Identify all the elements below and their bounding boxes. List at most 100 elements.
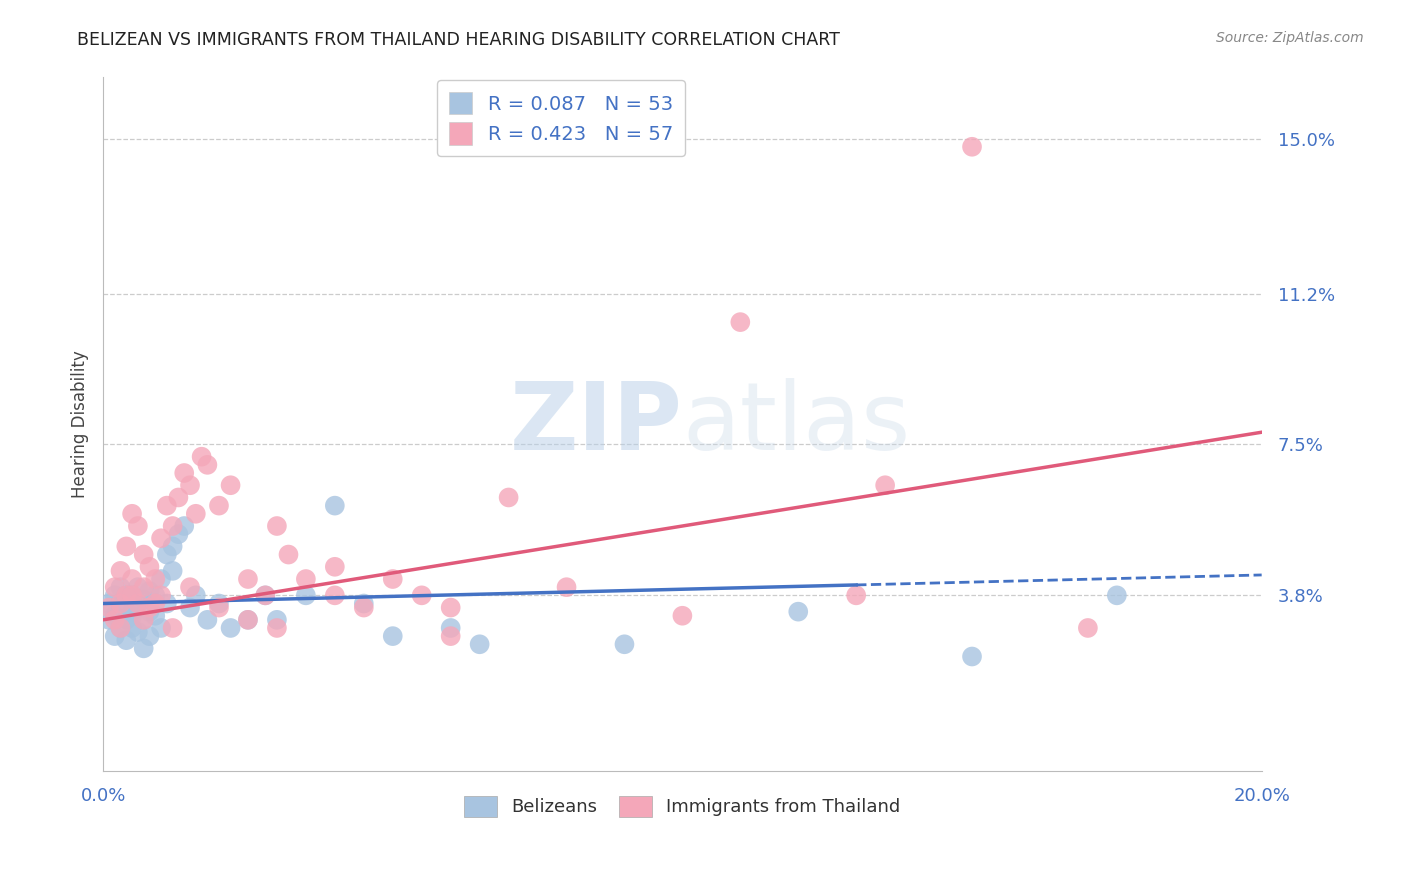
Text: Source: ZipAtlas.com: Source: ZipAtlas.com (1216, 31, 1364, 45)
Point (97, 597, 120, 611)
Point (104, 613, 127, 627)
Point (208, 597, 231, 611)
Point (875, 478, 897, 492)
Point (219, 621, 242, 635)
Point (184, 588, 207, 602)
Point (236, 613, 259, 627)
Point (167, 527, 190, 541)
Point (138, 600, 160, 615)
Point (254, 588, 277, 602)
Legend: Belizeans, Immigrants from Thailand: Belizeans, Immigrants from Thailand (457, 789, 907, 824)
Point (115, 540, 138, 554)
Point (104, 629, 127, 643)
Point (266, 519, 288, 533)
Point (197, 613, 219, 627)
Point (110, 597, 132, 611)
Point (127, 597, 149, 611)
Point (104, 608, 127, 623)
Point (440, 621, 463, 635)
Point (162, 540, 184, 554)
Point (121, 507, 143, 521)
Point (787, 605, 810, 619)
Point (277, 548, 299, 562)
Point (179, 580, 201, 594)
Point (197, 458, 219, 472)
Point (1077, 621, 1099, 635)
Text: ZIP: ZIP (509, 378, 682, 470)
Point (110, 564, 132, 578)
Point (110, 621, 132, 635)
Point (323, 588, 346, 602)
Point (440, 629, 463, 643)
Point (323, 559, 346, 574)
Y-axis label: Hearing Disability: Hearing Disability (72, 351, 89, 498)
Point (173, 519, 195, 533)
Point (138, 584, 160, 599)
Point (353, 600, 375, 615)
Point (730, 315, 752, 329)
Point (121, 588, 143, 602)
Point (97, 600, 120, 615)
Point (613, 637, 636, 651)
Point (127, 597, 149, 611)
Point (266, 613, 288, 627)
Point (150, 621, 173, 635)
Point (323, 499, 346, 513)
Point (381, 572, 404, 586)
Point (498, 491, 520, 505)
Point (671, 608, 693, 623)
Point (115, 588, 138, 602)
Point (167, 491, 190, 505)
Point (132, 613, 155, 627)
Point (110, 597, 132, 611)
Point (143, 588, 166, 602)
Point (381, 629, 404, 643)
Point (143, 572, 166, 586)
Point (97, 613, 120, 627)
Point (960, 649, 983, 664)
Point (219, 478, 242, 492)
Point (115, 633, 138, 648)
Point (266, 621, 288, 635)
Point (236, 572, 259, 586)
Point (353, 597, 375, 611)
Point (127, 519, 149, 533)
Point (236, 613, 259, 627)
Point (156, 548, 179, 562)
Point (254, 588, 277, 602)
Point (132, 613, 155, 627)
Point (468, 637, 491, 651)
Point (127, 625, 149, 640)
Point (156, 597, 179, 611)
Point (179, 478, 201, 492)
Point (156, 499, 179, 513)
Point (960, 140, 983, 154)
Point (110, 600, 132, 615)
Point (162, 564, 184, 578)
Point (150, 572, 173, 586)
Point (121, 572, 143, 586)
Point (110, 621, 132, 635)
Point (132, 592, 155, 607)
Point (115, 588, 138, 602)
Point (143, 608, 166, 623)
Point (115, 613, 138, 627)
Point (295, 588, 318, 602)
Point (104, 588, 127, 602)
Text: atlas: atlas (682, 378, 911, 470)
Point (132, 641, 155, 656)
Point (440, 600, 463, 615)
Point (127, 580, 149, 594)
Text: BELIZEAN VS IMMIGRANTS FROM THAILAND HEARING DISABILITY CORRELATION CHART: BELIZEAN VS IMMIGRANTS FROM THAILAND HEA… (77, 31, 841, 49)
Point (845, 588, 868, 602)
Point (138, 605, 160, 619)
Point (121, 588, 143, 602)
Point (138, 559, 160, 574)
Point (173, 466, 195, 480)
Point (143, 597, 166, 611)
Point (411, 588, 433, 602)
Point (295, 572, 318, 586)
Point (179, 600, 201, 615)
Point (121, 605, 143, 619)
Point (162, 519, 184, 533)
